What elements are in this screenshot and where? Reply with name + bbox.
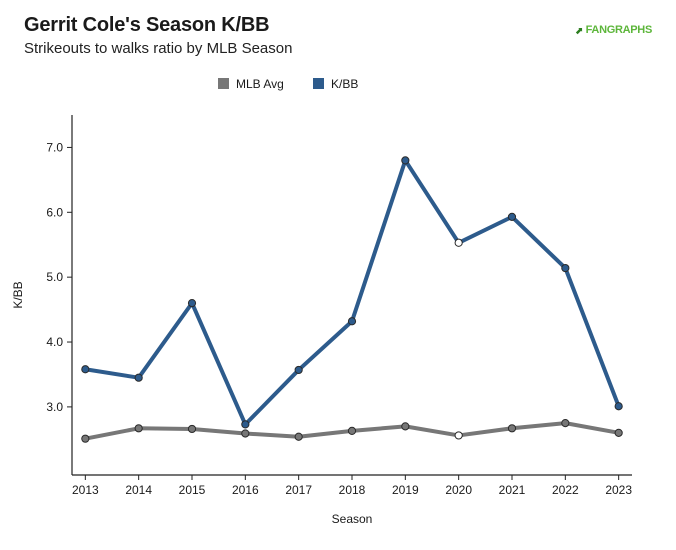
data-point[interactable]	[294, 365, 303, 375]
x-tick-label: 2017	[285, 483, 312, 497]
data-point[interactable]	[187, 299, 197, 308]
data-point[interactable]	[241, 429, 250, 438]
legend-label: MLB Avg	[236, 77, 284, 91]
data-point[interactable]	[241, 420, 250, 429]
x-tick-label: 2022	[552, 483, 579, 497]
x-tick-label: 2015	[179, 483, 206, 497]
fangraphs-logo-text: FANGRAPHS	[585, 24, 653, 36]
x-tick-label: 2014	[125, 483, 152, 497]
legend-swatch	[218, 78, 229, 89]
y-axis-ticks: 3.0 4.0 5.0 6.0 7.0	[46, 140, 72, 414]
x-tick-label: 2023	[605, 483, 632, 497]
legend-item[interactable]: MLB Avg	[218, 77, 284, 91]
chart-title: Gerrit Cole's Season K/BB	[24, 14, 270, 36]
series-line	[83, 158, 621, 427]
legend-label: K/BB	[331, 77, 358, 91]
fangraphs-logo-icon: ⬈	[574, 26, 583, 37]
series-mlb-avg	[81, 419, 623, 443]
data-point[interactable]	[134, 373, 143, 382]
data-point[interactable]	[561, 263, 570, 273]
legend: MLB Avg K/BB	[218, 77, 358, 91]
y-tick-label: 7.0	[46, 140, 63, 154]
data-point[interactable]	[401, 422, 410, 431]
data-point[interactable]	[347, 317, 357, 326]
data-point[interactable]	[81, 365, 90, 374]
y-axis-label: K/BB	[11, 281, 25, 308]
fangraphs-logo: ⬈ FANGRAPHS	[574, 24, 653, 37]
y-tick-label: 3.0	[46, 400, 63, 414]
data-point[interactable]	[561, 419, 570, 428]
data-point[interactable]	[614, 402, 623, 411]
data-point[interactable]	[187, 424, 197, 434]
x-tick-label: 2013	[72, 483, 99, 497]
data-point[interactable]	[401, 156, 410, 165]
x-tick-label: 2016	[232, 483, 259, 497]
legend-item[interactable]: K/BB	[313, 77, 358, 91]
legend-swatch	[313, 78, 324, 89]
series-layer	[81, 156, 623, 443]
data-point[interactable]	[614, 428, 623, 437]
y-tick-label: 5.0	[46, 270, 63, 284]
y-tick-label: 4.0	[46, 335, 63, 349]
data-point[interactable]	[507, 212, 517, 221]
data-point[interactable]	[347, 426, 357, 435]
y-tick-label: 6.0	[46, 205, 63, 219]
x-axis-ticks: 2013 2014 2015 2016 2017 2018 2019 2020 2021 2022…	[72, 475, 632, 497]
axes	[71, 115, 632, 476]
data-point[interactable]	[454, 238, 463, 247]
data-point[interactable]	[454, 431, 463, 440]
x-tick-label: 2018	[339, 483, 366, 497]
x-tick-label: 2021	[499, 483, 526, 497]
chart-subtitle: Strikeouts to walks ratio by MLB Season	[24, 40, 293, 57]
data-point[interactable]	[134, 424, 143, 433]
x-tick-label: 2019	[392, 483, 419, 497]
data-point[interactable]	[81, 434, 90, 443]
x-tick-label: 2020	[445, 483, 472, 497]
x-axis-label: Season	[332, 512, 373, 526]
data-point[interactable]	[507, 424, 517, 433]
data-point[interactable]	[294, 432, 303, 441]
series-k-bb	[81, 156, 623, 429]
